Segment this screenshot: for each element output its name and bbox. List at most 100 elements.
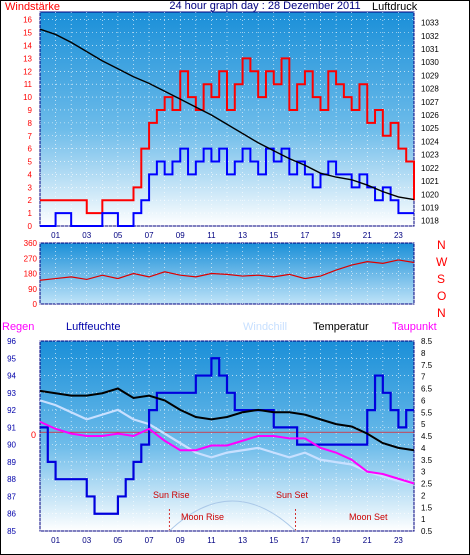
wind-x-tick: 07 [145, 231, 154, 240]
compass-o: O [437, 289, 446, 303]
humidity-y-tick: 94 [7, 372, 16, 381]
temperature-line [39, 387, 415, 452]
pressure-y-tick: 1021 [421, 177, 439, 186]
pressure-y-tick: 1030 [421, 58, 439, 67]
direction-y-tick: 0 [33, 300, 38, 309]
legend-windchill: Windchill [243, 321, 287, 333]
wind-x-tick: 21 [363, 231, 372, 240]
humidity-y-tick: 95 [7, 354, 16, 363]
pressure-y-tick: 1031 [421, 45, 439, 54]
wind-x-tick: 01 [51, 231, 60, 240]
humidity-line [40, 357, 414, 515]
pressure-y-tick: 1019 [421, 204, 439, 213]
temp-y-tick: 6.5 [421, 385, 433, 394]
temp-y-tick: 2.5 [421, 480, 433, 489]
humidity-y-tick: 93 [7, 389, 16, 398]
temp-x-tick: 01 [51, 536, 60, 545]
pressure-y-tick: 1023 [421, 151, 439, 160]
wind-y-tick: 9 [28, 106, 33, 115]
compass-n2: N [437, 306, 446, 320]
compass-s: S [437, 272, 445, 286]
gust-line [40, 57, 415, 215]
wind-x-tick: 03 [82, 231, 91, 240]
pressure-y-tick: 1027 [421, 98, 439, 107]
humidity-y-tick: 87 [7, 492, 16, 501]
wind-x-tick: 19 [332, 231, 341, 240]
pressure-y-tick: 1032 [421, 32, 439, 41]
direction-grid: 0 90 180 270 360 [24, 239, 415, 309]
moon-set-label: Moon Set [349, 512, 388, 522]
temp-series [39, 357, 415, 515]
direction-series [39, 259, 415, 281]
temp-y-tick: 3.5 [421, 456, 433, 465]
wind-y-tick: 11 [24, 80, 33, 89]
direction-line [39, 259, 415, 281]
wind-grid: 0123456789101112131415161018101910201021… [23, 12, 439, 240]
temp-y-tick: 3 [421, 468, 426, 477]
humidity-y-tick: 86 [7, 510, 16, 519]
pressure-y-tick: 1024 [421, 137, 439, 146]
wind-label: Windstärke [5, 1, 60, 13]
wind-x-tick: 23 [394, 231, 403, 240]
pressure-label: Luftdruck [372, 1, 418, 13]
windchill-line [39, 399, 415, 485]
wind-y-tick: 3 [28, 183, 33, 192]
legend-temperature: Temperatur [313, 321, 369, 333]
pressure-y-tick: 1026 [421, 111, 439, 120]
humidity-y-tick: 90 [7, 441, 16, 450]
average-line [40, 147, 414, 227]
humidity-y-tick: 85 [7, 527, 16, 536]
legend-dewpoint: Taupunkt [392, 321, 437, 333]
temp-x-tick: 03 [82, 536, 91, 545]
pressure-y-tick: 1028 [421, 85, 439, 94]
wind-series [39, 28, 415, 227]
temp-x-tick: 09 [176, 536, 185, 545]
direction-y-tick: 270 [24, 254, 38, 263]
moon-rise-label: Moon Rise [181, 512, 224, 522]
direction-y-tick: 360 [24, 239, 38, 248]
temp-x-tick: 15 [269, 536, 278, 545]
temp-x-tick: 07 [145, 536, 154, 545]
dewpoint-line [39, 420, 415, 485]
wind-x-tick: 05 [113, 231, 122, 240]
pressure-y-tick: 1025 [421, 124, 439, 133]
wind-y-tick: 16 [23, 16, 32, 25]
wind-x-tick: 15 [269, 231, 278, 240]
temp-y-tick: 8 [421, 349, 426, 358]
wind-y-tick: 8 [28, 119, 33, 128]
temp-x-tick: 19 [332, 536, 341, 545]
wind-x-tick: 11 [207, 231, 216, 240]
temp-y-tick: 1 [421, 515, 426, 524]
wind-y-tick: 5 [28, 158, 33, 167]
temp-y-tick: 4 [421, 444, 426, 453]
wind-x-tick: 09 [176, 231, 185, 240]
humidity-y-tick: 91 [7, 423, 16, 432]
wind-y-tick: 15 [23, 29, 32, 38]
temp-grid: 8586878889909192939495960.511.522.533.54… [7, 337, 433, 545]
pressure-y-tick: 1020 [421, 190, 439, 199]
pressure-y-tick: 1018 [421, 217, 439, 226]
temp-x-tick: 05 [113, 536, 122, 545]
pressure-line [39, 28, 415, 201]
wind-y-tick: 14 [23, 42, 32, 51]
temp-y-tick: 5.5 [421, 408, 433, 417]
direction-y-tick: 180 [24, 270, 38, 279]
wind-y-tick: 0 [28, 222, 33, 231]
compass-w: W [436, 255, 448, 269]
temp-x-tick: 11 [207, 536, 216, 545]
temp-y-tick: 8.5 [421, 337, 433, 346]
wind-y-tick: 10 [23, 93, 32, 102]
pressure-y-tick: 1022 [421, 164, 439, 173]
direction-y-tick: 90 [28, 285, 37, 294]
sun-set-label: Sun Set [276, 490, 309, 500]
temp-y-tick: 5 [421, 420, 426, 429]
temp-x-tick: 13 [238, 536, 247, 545]
wind-y-tick: 4 [28, 170, 33, 179]
temp-panel [39, 340, 415, 532]
wind-y-tick: 6 [28, 145, 33, 154]
wind-x-tick: 13 [238, 231, 247, 240]
temp-x-tick: 21 [363, 536, 372, 545]
temp-y-tick: 7 [421, 373, 426, 382]
legend-humidity: Luftfeuchte [66, 321, 120, 333]
